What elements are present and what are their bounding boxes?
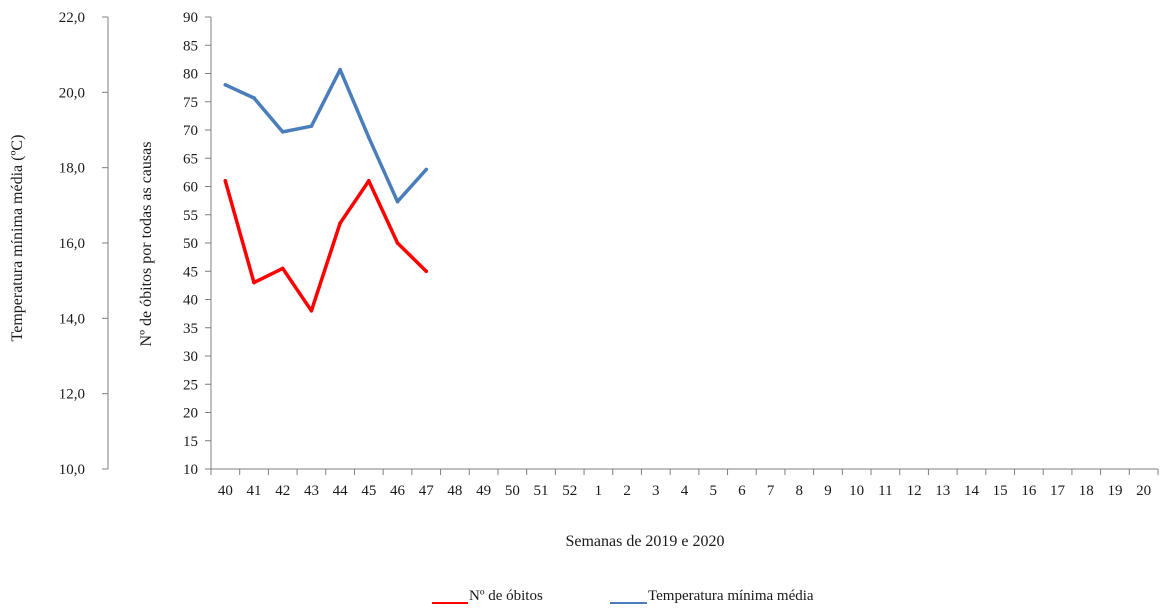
x-tick-label: 50 (505, 483, 520, 499)
x-tick-label: 8 (796, 483, 804, 499)
series-0-point (280, 266, 285, 271)
x-tick-label: 49 (476, 483, 491, 499)
series-1-point (424, 167, 429, 172)
legend-label-temperatura: Temperatura mínima média (648, 588, 814, 604)
x-axis-ticks: 40 41 42 43 44 45 46 47 48 49 50 51 52 1 2 3 4 5 6 7 8 9 10 11 1… (210, 469, 1159, 499)
right-tick-label: 90 (183, 10, 198, 26)
right-tick-label: 65 (183, 151, 198, 167)
x-tick-label: 40 (218, 483, 233, 499)
x-tick-label: 43 (304, 483, 319, 499)
x-tick-label: 9 (824, 483, 832, 499)
right-tick-label: 55 (183, 208, 198, 224)
right-tick-label: 45 (183, 264, 198, 280)
x-tick-label: 18 (1079, 483, 1094, 499)
series-0-point (424, 269, 429, 274)
series-1-point (223, 83, 228, 87)
x-tick-label: 16 (1021, 483, 1037, 499)
x-tick-label: 46 (390, 483, 406, 499)
right-tick-label: 75 (183, 95, 198, 111)
right-tick-label: 25 (183, 377, 198, 393)
series-1-point (280, 130, 285, 134)
x-axis-title: Semanas de 2019 e 2020 (565, 533, 724, 550)
x-tick-label: 42 (275, 483, 290, 499)
left-tick-label: 20,0 (59, 85, 85, 101)
x-tick-label: 45 (361, 483, 376, 499)
x-tick-label: 6 (738, 483, 746, 499)
left-tick-label: 18,0 (59, 161, 85, 177)
x-tick-label: 51 (534, 483, 549, 499)
x-tick-label: 15 (993, 483, 1008, 499)
x-tick-label: 7 (767, 483, 775, 499)
series-0-point (367, 179, 371, 183)
left-tick-label: 10,0 (59, 462, 85, 478)
x-tick-label: 4 (681, 483, 689, 499)
right-axis-ticks: 10 15 20 25 30 35 40 45 50 55 60 65 70 75 80 85 90 (183, 10, 211, 478)
x-axis: 40 41 42 43 44 45 46 47 48 49 50 51 52 1 2 3 4 5 6 7 8 9 10 11 1… (210, 468, 1159, 550)
x-tick-label: 14 (964, 483, 980, 499)
series-layer (223, 67, 429, 313)
legend: Nº de óbitos Temperatura mínima média (432, 588, 814, 604)
series-0-point (395, 241, 400, 245)
right-tick-label: 85 (183, 38, 198, 54)
left-tick-label: 14,0 (59, 311, 85, 327)
series-0-point (309, 309, 314, 313)
right-tick-label: 60 (183, 180, 198, 196)
x-tick-label: 1 (595, 483, 603, 499)
x-tick-label: 47 (419, 483, 435, 499)
right-tick-label: 30 (183, 349, 198, 365)
left-tick-label: 12,0 (59, 387, 85, 403)
x-tick-label: 3 (652, 483, 660, 499)
right-tick-label: 50 (183, 236, 198, 252)
series-line-1 (223, 67, 428, 204)
x-tick-label: 11 (878, 483, 892, 499)
series-0-point (338, 221, 342, 226)
legend-item-temperatura: Temperatura mínima média (610, 588, 814, 604)
x-tick-label: 12 (907, 483, 922, 499)
series-1-point (252, 96, 256, 100)
x-tick-label: 44 (333, 483, 349, 499)
x-tick-label: 20 (1136, 483, 1151, 499)
series-0-point (252, 280, 256, 285)
x-tick-label: 13 (935, 483, 950, 499)
series-1-point (367, 135, 371, 140)
right-tick-label: 15 (183, 434, 198, 450)
series-0-point (223, 179, 228, 183)
x-tick-label: 48 (447, 483, 462, 499)
legend-item-obitos: Nº de óbitos (432, 588, 543, 604)
x-tick-label: 10 (849, 483, 864, 499)
x-tick-label: 5 (709, 483, 717, 499)
left-axis-title: Temperatura mínima média (ºC) (9, 135, 26, 342)
right-tick-label: 35 (183, 321, 198, 337)
right-tick-label: 40 (183, 293, 198, 309)
series-1-point (309, 124, 314, 129)
series-1-point (338, 67, 342, 72)
x-tick-label: 2 (623, 483, 631, 499)
left-axis-ticks: 10,0 12,0 14,0 16,0 18,0 20,0 22,0 (59, 10, 108, 478)
right-tick-label: 70 (183, 123, 198, 139)
right-tick-label: 10 (183, 462, 198, 478)
left-tick-label: 22,0 (59, 10, 85, 26)
x-tick-label: 19 (1107, 483, 1122, 499)
left-axis: 10,0 12,0 14,0 16,0 18,0 20,0 22,0 Temperatura… (9, 10, 109, 478)
x-tick-label: 41 (247, 483, 262, 499)
right-axis-title: Nº de óbitos por todas as causas (138, 142, 155, 347)
right-axis: 10 15 20 25 30 35 40 45 50 55 60 65 70 75 80 85 90 Nº de… (138, 10, 212, 478)
legend-label-obitos: Nº de óbitos (469, 588, 543, 604)
series-1-point (395, 199, 400, 204)
series-line-0 (223, 179, 428, 313)
x-tick-label: 52 (562, 483, 577, 499)
left-tick-label: 16,0 (59, 236, 85, 252)
x-tick-label: 17 (1050, 483, 1066, 499)
right-tick-label: 80 (183, 67, 198, 83)
right-tick-label: 20 (183, 406, 198, 422)
